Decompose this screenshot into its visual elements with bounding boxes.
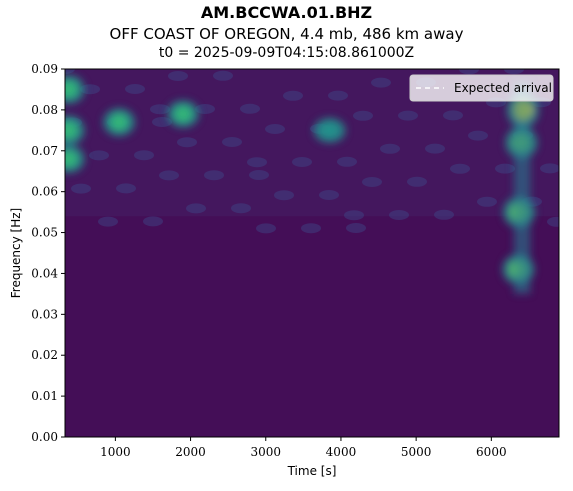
y-tick-label: 0.02 bbox=[31, 348, 58, 362]
spectrogram-background bbox=[65, 69, 559, 437]
texture-blob bbox=[443, 110, 463, 121]
texture-blob bbox=[337, 156, 357, 167]
plot-frame bbox=[64, 68, 560, 438]
x-tick-label: 6000 bbox=[476, 445, 507, 459]
texture-blob bbox=[301, 223, 321, 234]
y-tick-label: 0.05 bbox=[31, 226, 58, 240]
texture-blob bbox=[65, 69, 75, 74]
y-tick-label: 0.01 bbox=[31, 389, 58, 403]
y-tick-label: 0.04 bbox=[31, 266, 58, 280]
texture-blob bbox=[265, 124, 285, 134]
texture-blob bbox=[380, 143, 400, 154]
texture-blob bbox=[477, 196, 497, 207]
texture-blob bbox=[292, 157, 312, 167]
texture-blob bbox=[425, 143, 445, 154]
hotspot-core bbox=[320, 122, 339, 138]
texture-blob bbox=[319, 190, 339, 200]
texture-blob bbox=[407, 176, 427, 187]
texture-blob bbox=[186, 203, 206, 214]
texture-blob bbox=[468, 130, 488, 141]
texture-blob bbox=[143, 216, 163, 227]
hotspot-core bbox=[65, 150, 78, 168]
legend: Expected arrival bbox=[409, 74, 554, 102]
spectrogram-hotspots bbox=[65, 75, 539, 294]
y-tick-label: 0.06 bbox=[31, 185, 58, 199]
hotspot-core bbox=[65, 121, 78, 140]
hotspot-core bbox=[110, 113, 129, 131]
arrival-streak bbox=[513, 81, 531, 294]
texture-blob bbox=[434, 209, 454, 220]
texture-blob bbox=[371, 77, 391, 88]
y-tick-label: 0.00 bbox=[31, 430, 58, 444]
x-tick-label: 5000 bbox=[401, 445, 432, 459]
texture-blob bbox=[450, 163, 470, 174]
texture-blob bbox=[98, 216, 118, 227]
y-tick-label: 0.07 bbox=[31, 144, 58, 158]
hotspot-core bbox=[174, 105, 193, 123]
texture-blob bbox=[89, 150, 109, 161]
hotspot-core bbox=[65, 80, 78, 99]
y-axis-label: Frequency [Hz] bbox=[9, 208, 23, 299]
texture-blob bbox=[547, 216, 559, 227]
texture-blob bbox=[249, 170, 269, 180]
texture-blob bbox=[213, 70, 233, 81]
texture-blob bbox=[504, 69, 524, 75]
texture-blob bbox=[344, 210, 364, 221]
chart-title-origin-time: t0 = 2025-09-09T04:15:08.861000Z bbox=[158, 45, 415, 61]
x-tick-label: 4000 bbox=[326, 445, 357, 459]
texture-blob bbox=[71, 183, 91, 194]
texture-blob bbox=[398, 110, 418, 121]
texture-blob bbox=[328, 90, 348, 101]
texture-blob bbox=[256, 223, 276, 234]
texture-blob bbox=[274, 190, 294, 201]
x-axis-label: Time [s] bbox=[287, 464, 337, 478]
x-axis-ticks: 1000 2000 3000 4000 5000 6000 bbox=[100, 437, 507, 459]
texture-blob bbox=[247, 157, 267, 168]
y-tick-label: 0.03 bbox=[31, 307, 58, 321]
y-tick-label: 0.09 bbox=[31, 62, 58, 76]
texture-blob bbox=[134, 150, 154, 161]
x-tick-label: 3000 bbox=[250, 445, 281, 459]
legend-box bbox=[409, 74, 554, 102]
chart-title-event: OFF COAST OF OREGON, 4.4 mb, 486 km away bbox=[109, 25, 464, 43]
texture-blob bbox=[283, 90, 303, 101]
texture-blob bbox=[362, 177, 382, 187]
texture-blob bbox=[152, 117, 172, 127]
texture-blob bbox=[168, 71, 188, 81]
texture-blob bbox=[116, 183, 136, 194]
x-tick-label: 2000 bbox=[175, 445, 206, 459]
texture-blob bbox=[540, 163, 559, 174]
texture-blob bbox=[240, 103, 260, 114]
texture-blob bbox=[495, 163, 515, 174]
texture-blob bbox=[389, 210, 409, 220]
chart-title-station: AM.BCCWA.01.BHZ bbox=[200, 3, 373, 22]
texture-blob bbox=[204, 170, 224, 181]
texture-blob bbox=[177, 137, 197, 148]
texture-blob bbox=[80, 84, 100, 95]
texture-blob bbox=[353, 110, 373, 121]
texture-blob bbox=[222, 137, 242, 147]
texture-blob bbox=[159, 170, 179, 181]
texture-blob bbox=[459, 69, 479, 75]
texture-blob bbox=[150, 104, 170, 115]
texture-blob bbox=[125, 84, 145, 94]
y-tick-label: 0.08 bbox=[31, 103, 58, 117]
legend-label: Expected arrival bbox=[454, 81, 552, 95]
texture-blob bbox=[346, 223, 366, 233]
plot-area bbox=[65, 69, 559, 437]
texture-blob bbox=[195, 104, 215, 114]
x-tick-label: 1000 bbox=[100, 445, 131, 459]
y-axis-ticks: 0.00 0.01 0.02 0.03 0.04 0.05 0.06 0.07 0.08 0.09 bbox=[31, 62, 65, 444]
plot-border bbox=[64, 68, 560, 438]
texture-blob bbox=[231, 203, 251, 214]
